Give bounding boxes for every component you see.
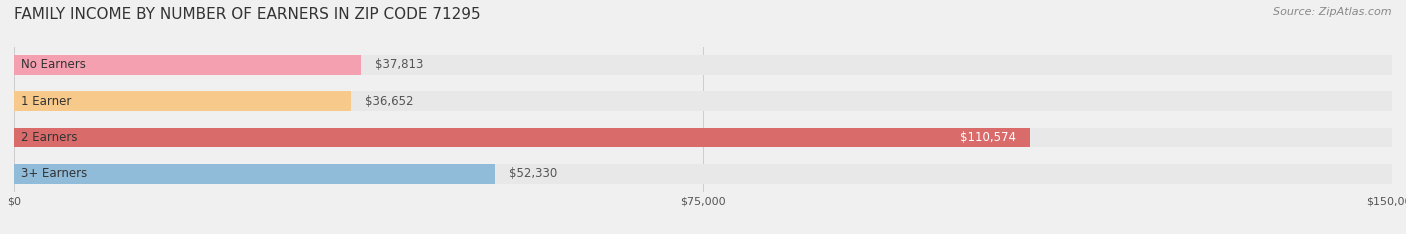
Bar [14,128,1392,147]
Bar [14,128,1029,147]
Text: $52,330: $52,330 [509,167,557,180]
Bar [14,164,1392,184]
Bar [14,91,1392,111]
Text: $110,574: $110,574 [960,131,1017,144]
Text: No Earners: No Earners [21,58,86,71]
Bar [14,55,361,75]
Text: FAMILY INCOME BY NUMBER OF EARNERS IN ZIP CODE 71295: FAMILY INCOME BY NUMBER OF EARNERS IN ZI… [14,7,481,22]
Text: Source: ZipAtlas.com: Source: ZipAtlas.com [1274,7,1392,17]
Text: $37,813: $37,813 [375,58,423,71]
Bar [14,91,350,111]
Text: $36,652: $36,652 [364,95,413,108]
Bar [14,164,495,184]
Bar [14,55,1392,75]
Text: 3+ Earners: 3+ Earners [21,167,87,180]
Text: 2 Earners: 2 Earners [21,131,77,144]
Text: 1 Earner: 1 Earner [21,95,72,108]
